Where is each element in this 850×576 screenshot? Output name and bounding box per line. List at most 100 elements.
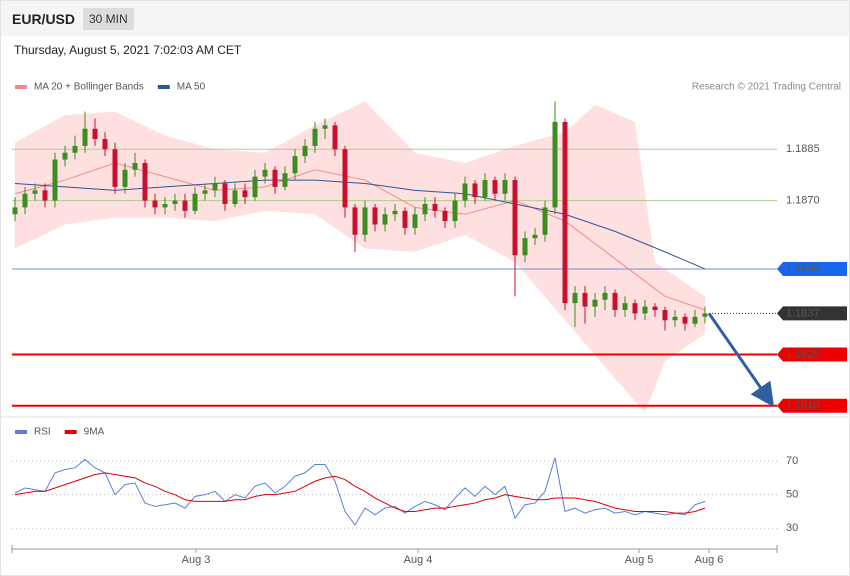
candle-body: [242, 190, 248, 198]
candle-body: [42, 190, 48, 201]
legend-swatch: [15, 430, 27, 434]
candle-body: [222, 183, 228, 204]
candle-body: [452, 200, 458, 222]
target-arrow: [707, 312, 775, 408]
candle-body: [132, 162, 138, 170]
candle-body: [442, 210, 448, 222]
candle-body: [322, 125, 328, 129]
candle-body: [32, 190, 38, 194]
ma-line: [14, 179, 706, 270]
level-tag: [777, 398, 847, 413]
candle-body: [672, 316, 678, 321]
level-label: 1.1810: [786, 400, 820, 412]
candle-body: [572, 292, 578, 304]
candle-body: [332, 125, 338, 150]
candle-body: [632, 303, 638, 314]
legend-swatch: [64, 430, 77, 434]
candle-body: [482, 180, 488, 198]
candle-body: [702, 313, 708, 317]
y-tick-label: 70: [786, 455, 798, 467]
x-tick-label: Aug 6: [695, 554, 724, 566]
candle-body: [692, 316, 698, 324]
candle-body: [382, 214, 388, 225]
candle-body: [552, 121, 558, 208]
candle-body: [532, 234, 538, 239]
candle-body: [612, 292, 618, 310]
candle-body: [252, 176, 258, 198]
candle-body: [472, 183, 478, 198]
candle-body: [582, 292, 588, 307]
candle-body: [202, 190, 208, 194]
candle-body: [622, 303, 628, 310]
level-label: 1.1837: [786, 307, 820, 319]
candle-body: [662, 310, 668, 321]
x-tick-label: Aug 4: [404, 554, 433, 566]
candle-body: [642, 306, 648, 314]
candle-body: [542, 207, 548, 235]
candle-body: [602, 292, 608, 300]
candle-body: [342, 149, 348, 208]
legend-label: MA 50: [177, 82, 206, 93]
candle-body: [112, 149, 118, 187]
y-tick-label: 50: [786, 489, 798, 501]
interval-button[interactable]: 30 MIN: [83, 8, 134, 30]
candle-body: [422, 204, 428, 215]
symbol: EUR/USD: [12, 11, 76, 27]
bollinger-band: [15, 101, 705, 413]
candle-body: [302, 145, 308, 157]
candle-body: [412, 214, 418, 228]
candle-body: [142, 162, 148, 201]
ma-line: [14, 162, 706, 311]
y-tick-label: 30: [786, 522, 798, 534]
candle-body: [182, 200, 188, 211]
candle-body: [282, 173, 288, 187]
candle-body: [272, 169, 278, 187]
candle-body: [262, 169, 268, 177]
candle-body: [392, 210, 398, 215]
rsi-line: [14, 472, 706, 514]
candle-body: [232, 190, 238, 204]
candle-body: [462, 183, 468, 201]
candle-body: [212, 183, 218, 191]
level-label: 1.1825: [786, 348, 820, 360]
candle-body: [522, 238, 528, 256]
candle-body: [652, 306, 658, 310]
candle-body: [362, 207, 368, 235]
candle-body: [312, 128, 318, 146]
candle-body: [502, 180, 508, 194]
candle-body: [72, 145, 78, 153]
datetime: Thursday, August 5, 2021 7:02:03 AM CET: [14, 43, 242, 57]
candle-body: [162, 204, 168, 208]
candle-body: [292, 156, 298, 174]
candle-body: [22, 193, 28, 208]
candle-body: [102, 139, 108, 150]
legend-label: RSI: [34, 427, 51, 438]
candle-body: [512, 180, 518, 256]
legend-label: MA 20 + Bollinger Bands: [34, 82, 144, 93]
candle-body: [372, 207, 378, 225]
candle-body: [432, 204, 438, 211]
candle-body: [52, 159, 58, 201]
candle-body: [492, 180, 498, 194]
level-label: 1.1885: [786, 143, 820, 155]
level-tag: [777, 347, 847, 362]
rsi-line: [14, 457, 706, 526]
candle-body: [562, 121, 568, 304]
candle-body: [92, 128, 98, 140]
candle-body: [592, 299, 598, 307]
candle-body: [12, 207, 18, 215]
level-label: 1.1870: [786, 194, 820, 206]
candle-body: [152, 200, 158, 208]
candle-body: [82, 128, 88, 146]
level-label: 1.1850: [786, 263, 820, 275]
candle-body: [682, 316, 688, 324]
header-bar: EUR/USD 30 MIN: [1, 1, 849, 36]
candle-body: [62, 152, 68, 160]
legend-label: 9MA: [84, 427, 105, 438]
candle-body: [172, 200, 178, 204]
x-tick-label: Aug 3: [182, 554, 211, 566]
legend-swatch: [15, 85, 27, 89]
legend-swatch: [157, 85, 170, 89]
level-tag: [777, 261, 847, 276]
